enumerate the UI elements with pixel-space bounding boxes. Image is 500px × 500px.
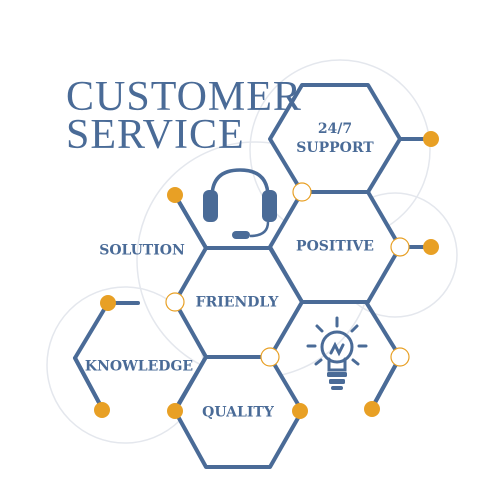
hex-label-support: 24/7 SUPPORT — [296, 121, 374, 156]
lightbulb-outline — [336, 300, 402, 409]
solution-outline — [173, 193, 270, 250]
hex-label-positive: POSITIVE — [296, 238, 374, 255]
terminal-dots — [94, 131, 439, 419]
hex-label-friendly: FRIENDLY — [195, 294, 279, 311]
lightbulb-icon — [306, 316, 368, 390]
hex-label-quality: QUALITY — [202, 404, 274, 421]
joint-circles — [165, 182, 410, 367]
side-label-solution: SOLUTION — [99, 242, 185, 259]
page-title-line-2: SERVICE — [66, 112, 245, 158]
page-title-line-1: CUSTOMER — [66, 74, 302, 120]
knowledge-outline — [73, 301, 110, 411]
headset-icon — [203, 168, 277, 239]
side-label-knowledge: KNOWLEDGE — [84, 358, 194, 375]
